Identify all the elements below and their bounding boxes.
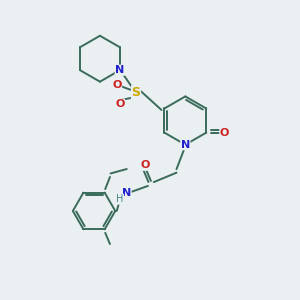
Text: O: O [112,80,122,90]
Text: N: N [181,140,190,150]
Text: S: S [131,86,140,99]
Text: O: O [141,160,150,170]
Text: H: H [116,194,124,204]
Text: N: N [122,188,131,198]
Text: O: O [220,128,229,138]
Text: O: O [115,99,124,109]
Text: N: N [115,65,124,75]
